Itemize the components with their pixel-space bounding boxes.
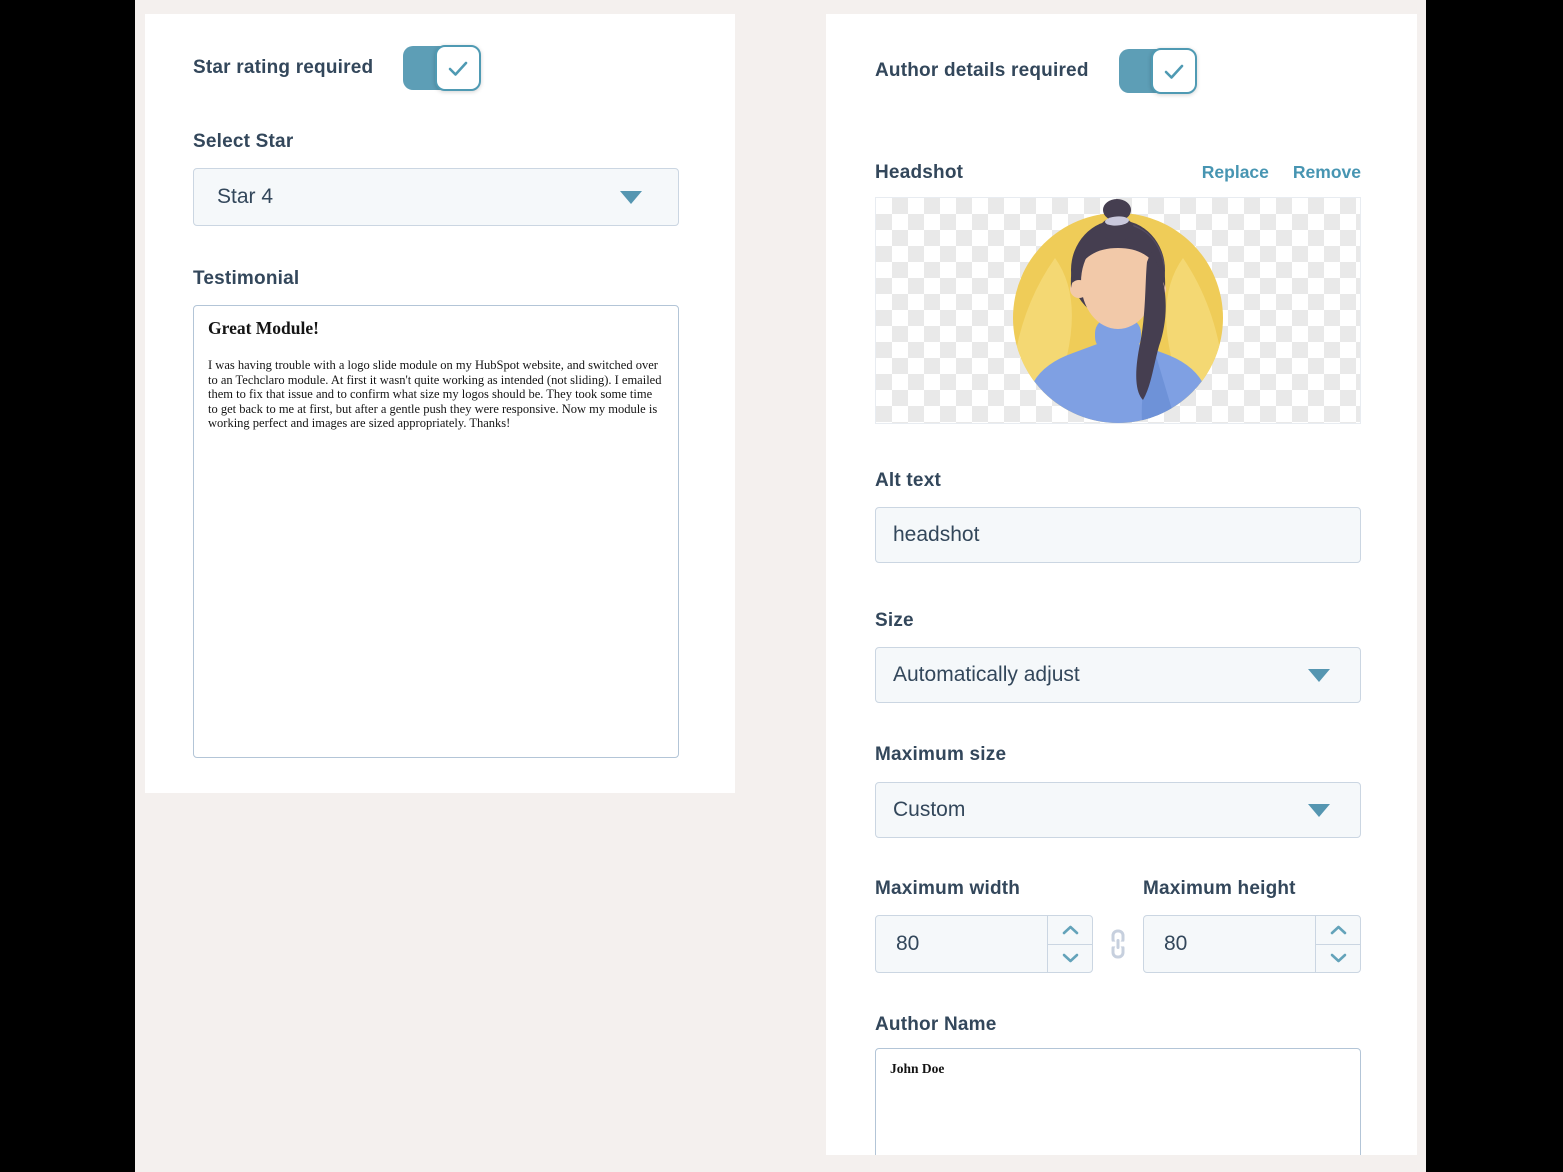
author-details-panel: Author details required Headshot Replace… (826, 14, 1417, 1155)
headshot-label: Headshot (875, 162, 964, 183)
check-icon (449, 61, 468, 76)
toggle-knob (1150, 48, 1197, 94)
author-name-value: John Doe (890, 1061, 945, 1076)
max-size-label: Maximum size (875, 744, 1007, 765)
link-icon (1111, 929, 1125, 959)
chevron-down-icon (1062, 953, 1078, 963)
max-height-decrement-button[interactable] (1316, 943, 1360, 973)
replace-link[interactable]: Replace (1201, 162, 1269, 182)
max-width-stepper (875, 915, 1093, 973)
chevron-up-icon (1330, 925, 1346, 935)
check-icon (1164, 64, 1183, 79)
alt-text-label: Alt text (875, 470, 941, 491)
max-size-value: Custom (893, 798, 966, 821)
select-star-dropdown[interactable]: Star 4 (193, 168, 679, 226)
author-details-row: Author details required (875, 48, 1197, 94)
size-dropdown[interactable]: Automatically adjust (875, 647, 1361, 703)
chevron-down-icon (1330, 953, 1346, 963)
toggle-knob (435, 45, 482, 91)
link-dimensions-button[interactable] (1093, 915, 1143, 973)
alt-text-input[interactable] (875, 507, 1361, 563)
testimonial-label: Testimonial (193, 268, 300, 289)
chevron-up-icon (1062, 925, 1078, 935)
size-label: Size (875, 610, 914, 631)
testimonial-editor[interactable]: Great Module! I was having trouble with … (193, 305, 679, 758)
max-height-label: Maximum height (1143, 878, 1296, 899)
star-rating-panel: Star rating required Select Star Star 4 … (145, 14, 735, 793)
author-name-editor[interactable]: John Doe (875, 1048, 1361, 1155)
max-width-label: Maximum width (875, 878, 1021, 899)
chevron-down-icon (1308, 669, 1330, 682)
star-rating-row: Star rating required (193, 45, 482, 91)
author-name-label: Author Name (875, 1014, 997, 1035)
max-height-stepper (1143, 915, 1361, 973)
chevron-down-icon (1308, 804, 1330, 817)
star-rating-toggle[interactable] (403, 45, 482, 91)
size-value: Automatically adjust (893, 663, 1080, 686)
headshot-header: Headshot Replace Remove (875, 162, 1361, 184)
remove-link[interactable]: Remove (1292, 162, 1361, 182)
max-width-increment-button[interactable] (1048, 916, 1092, 944)
star-rating-label: Star rating required (193, 57, 374, 78)
max-width-decrement-button[interactable] (1048, 943, 1092, 973)
headshot-preview (875, 197, 1361, 424)
max-height-input[interactable] (1144, 916, 1315, 972)
testimonial-body: I was having trouble with a logo slide m… (208, 358, 662, 430)
author-details-toggle[interactable] (1118, 48, 1197, 94)
select-star-value: Star 4 (217, 185, 274, 208)
author-details-label: Author details required (875, 60, 1089, 81)
headshot-avatar-image (1013, 199, 1223, 423)
testimonial-title: Great Module! (208, 318, 319, 338)
max-width-input[interactable] (876, 916, 1047, 972)
max-size-dropdown[interactable]: Custom (875, 782, 1361, 838)
max-height-increment-button[interactable] (1316, 916, 1360, 944)
select-star-label: Select Star (193, 131, 294, 152)
chevron-down-icon (620, 191, 642, 204)
